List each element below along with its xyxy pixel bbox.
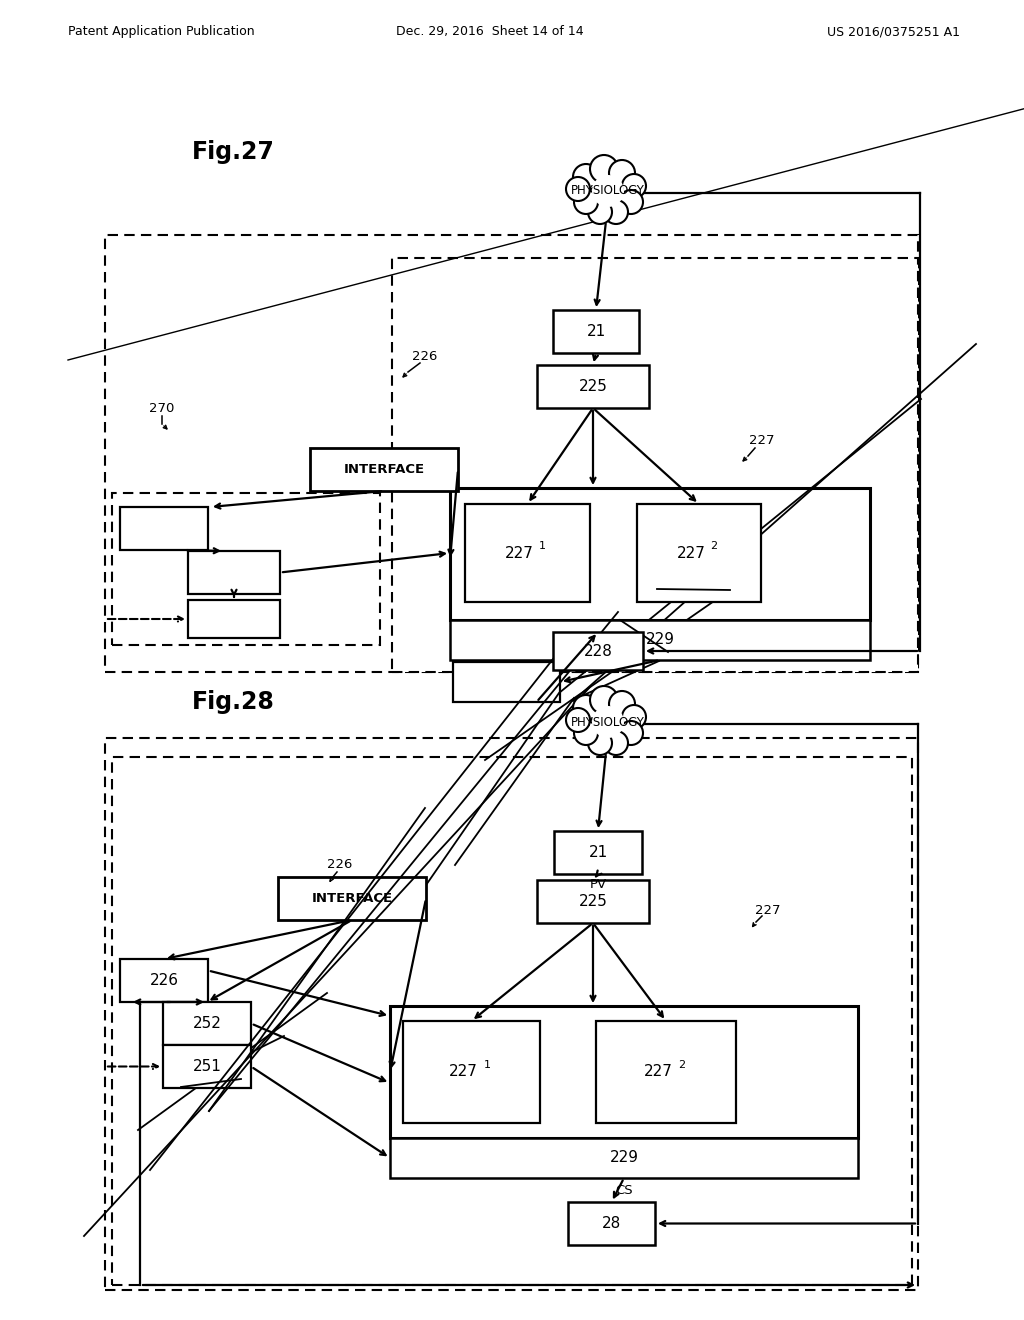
Bar: [450, 620, 870, 660]
Text: CS: CS: [615, 1184, 633, 1196]
Text: PHYSIOLOGY: PHYSIOLOGY: [571, 715, 645, 729]
Circle shape: [609, 160, 635, 186]
Bar: [105, 235, 918, 672]
Text: 252: 252: [193, 1016, 221, 1031]
Text: 228: 228: [584, 644, 612, 659]
Text: 251: 251: [193, 1059, 221, 1074]
Bar: [450, 488, 870, 620]
Text: 227: 227: [756, 903, 780, 916]
Text: INTERFACE: INTERFACE: [343, 463, 425, 477]
Circle shape: [566, 177, 590, 201]
Text: 225: 225: [579, 379, 607, 393]
Bar: [163, 1002, 251, 1045]
Bar: [105, 738, 918, 1290]
Text: 227: 227: [505, 545, 534, 561]
Bar: [537, 880, 649, 923]
Text: 1: 1: [484, 1060, 490, 1071]
Text: 227: 227: [643, 1064, 673, 1080]
Bar: [554, 832, 642, 874]
Text: 229: 229: [609, 1151, 639, 1166]
Text: 226: 226: [150, 973, 178, 987]
Bar: [465, 504, 590, 602]
Bar: [188, 550, 280, 594]
Circle shape: [574, 190, 598, 214]
Text: 226: 226: [328, 858, 352, 871]
Bar: [596, 1020, 736, 1123]
Bar: [392, 257, 918, 672]
Text: 225: 225: [579, 894, 607, 909]
Text: 21: 21: [587, 323, 605, 339]
Text: 21: 21: [589, 845, 607, 861]
Bar: [537, 366, 649, 408]
Circle shape: [622, 174, 646, 198]
Text: 227: 227: [450, 1064, 478, 1080]
Bar: [278, 876, 426, 920]
Bar: [112, 492, 380, 645]
Text: 28: 28: [602, 1216, 622, 1232]
Bar: [553, 632, 643, 671]
Bar: [120, 507, 208, 550]
Text: 1: 1: [539, 541, 546, 550]
Bar: [310, 447, 458, 491]
Text: Fig.28: Fig.28: [193, 690, 274, 714]
Text: PHYSIOLOGY: PHYSIOLOGY: [571, 185, 645, 198]
Circle shape: [566, 708, 590, 733]
Bar: [390, 1006, 858, 1138]
Circle shape: [574, 721, 598, 744]
Bar: [120, 960, 208, 1002]
Text: 2: 2: [679, 1060, 685, 1071]
Circle shape: [618, 190, 643, 214]
Bar: [403, 1020, 540, 1123]
Bar: [568, 1203, 655, 1245]
Text: Fig.27: Fig.27: [193, 140, 274, 164]
Bar: [453, 663, 560, 702]
Text: 227: 227: [750, 433, 775, 446]
Circle shape: [588, 201, 612, 224]
Circle shape: [622, 705, 646, 729]
Bar: [390, 1138, 858, 1177]
Text: Patent Application Publication: Patent Application Publication: [68, 25, 255, 38]
Circle shape: [618, 721, 643, 744]
Text: 229: 229: [645, 632, 675, 648]
Circle shape: [604, 731, 628, 755]
Bar: [112, 756, 912, 1284]
Text: 270: 270: [150, 401, 175, 414]
Circle shape: [604, 201, 628, 224]
Circle shape: [592, 706, 624, 738]
Text: US 2016/0375251 A1: US 2016/0375251 A1: [827, 25, 961, 38]
Circle shape: [592, 176, 624, 207]
Text: INTERFACE: INTERFACE: [311, 892, 392, 906]
Circle shape: [573, 696, 599, 721]
Circle shape: [609, 690, 635, 717]
Text: 227: 227: [677, 545, 706, 561]
Circle shape: [590, 154, 618, 183]
Text: 226: 226: [413, 350, 437, 363]
Text: 2: 2: [711, 541, 718, 550]
Circle shape: [573, 164, 599, 190]
Circle shape: [590, 686, 618, 714]
Circle shape: [588, 731, 612, 755]
Bar: [637, 504, 761, 602]
Text: Dec. 29, 2016  Sheet 14 of 14: Dec. 29, 2016 Sheet 14 of 14: [396, 25, 584, 38]
Bar: [188, 601, 280, 638]
Bar: [553, 310, 639, 352]
Bar: [163, 1045, 251, 1088]
Text: PV: PV: [590, 878, 606, 891]
